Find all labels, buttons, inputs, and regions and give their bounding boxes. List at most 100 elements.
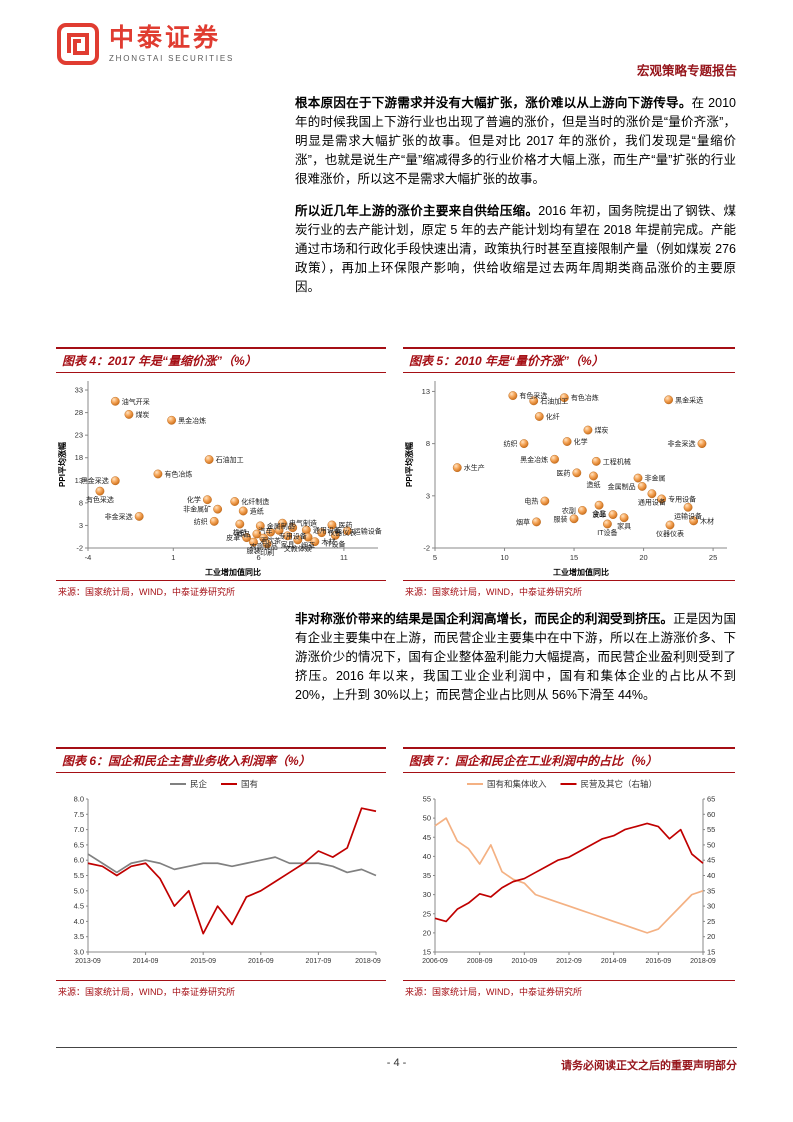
svg-text:金属制品: 金属制品 [608,482,636,491]
svg-text:皮革: 皮革 [226,533,240,542]
svg-text:黑金采选: 黑金采选 [81,476,109,485]
svg-text:纺织: 纺织 [194,517,208,526]
svg-text:8: 8 [79,498,83,507]
svg-text:2015-09: 2015-09 [190,958,216,965]
svg-text:专用设备: 专用设备 [279,532,307,541]
figure-4-title: 图表 4：2017 年是“量缩价涨”（%） [56,347,386,373]
svg-text:专用设备: 专用设备 [668,494,696,503]
svg-text:5.5: 5.5 [74,871,84,880]
svg-text:医药: 医药 [338,520,352,529]
svg-text:印刷: 印刷 [260,549,274,557]
svg-text:工业增加值同比: 工业增加值同比 [553,567,609,577]
svg-text:家具: 家具 [281,540,295,549]
paragraph-2: 所以近几年上游的涨价主要来自供给压缩。2016 年初，国务院提出了钢铁、煤炭行业… [295,202,736,297]
svg-text:28: 28 [75,408,83,417]
svg-text:非金属矿: 非金属矿 [183,505,211,514]
svg-text:45: 45 [423,833,431,842]
svg-text:18: 18 [75,453,83,462]
svg-text:木材: 木材 [321,537,335,546]
figure-6: 图表 6：国企和民企主营业务收入利润率（%） 8.0 7.5 7.0 6.5 6.0 5.… [56,747,386,998]
svg-text:13: 13 [75,476,83,485]
svg-text:煤炭: 煤炭 [135,410,149,419]
svg-text:6.5: 6.5 [74,840,84,849]
svg-text:PPI平均涨幅: PPI平均涨幅 [404,442,414,487]
svg-text:5.0: 5.0 [74,886,84,895]
paragraph-2-text: 2016 年初，国务院提出了钢铁、煤炭行业的去产能计划，原定 5 年的去产能计划… [295,204,736,294]
report-type-label: 宏观策略专题报告 [636,64,737,78]
svg-text:40: 40 [707,871,715,880]
svg-text:11: 11 [340,553,348,562]
svg-text:33: 33 [75,386,83,395]
figure-6-line-chart: 8.0 7.5 7.0 6.5 6.0 5.5 5.0 4.5 4.0 3.5 3.0 2013-09… [56,773,386,978]
svg-text:非金属: 非金属 [645,474,666,483]
svg-text:50: 50 [423,814,431,823]
svg-text:15: 15 [570,553,578,562]
svg-text:8.0: 8.0 [74,795,84,804]
svg-text:15: 15 [423,948,431,957]
svg-text:8: 8 [426,439,430,448]
figure-7: 图表 7：国企和民企在工业利润中的占比（%） 55 50 45 40 35 30 25 20 1… [403,747,735,998]
svg-text:25: 25 [709,553,717,562]
svg-text:35: 35 [423,871,431,880]
svg-text:45: 45 [707,856,715,865]
svg-text:国有: 国有 [241,779,258,789]
svg-text:40: 40 [423,852,431,861]
svg-text:化学: 化学 [574,437,588,446]
svg-text:服装: 服装 [554,514,568,523]
svg-text:55: 55 [423,795,431,804]
svg-text:运输设备: 运输设备 [354,526,382,535]
svg-text:民营及其它（右轴）: 民营及其它（右轴） [581,779,658,789]
svg-text:黑金采选: 黑金采选 [675,395,703,404]
svg-text:煤炭: 煤炭 [594,426,608,435]
svg-text:石油加工: 石油加工 [540,396,568,405]
lead-sentence-2: 所以近几年上游的涨价主要来自供给压缩。 [295,204,539,218]
svg-text:2013-09: 2013-09 [75,958,101,965]
figure-6-source: 来源：国家统计局，WIND，中泰证券研究所 [56,980,386,998]
svg-text:烟草: 烟草 [516,517,530,526]
svg-text:有色冶炼: 有色冶炼 [571,393,599,402]
svg-text:6: 6 [257,553,261,562]
svg-text:PPI平均涨幅: PPI平均涨幅 [57,442,67,487]
svg-text:2018-09: 2018-09 [355,958,381,965]
svg-text:医药: 医药 [556,468,570,477]
svg-text:国有和集体收入: 国有和集体收入 [487,779,547,789]
figure-6-title: 图表 6：国企和民企主营业务收入利润率（%） [56,747,386,773]
svg-text:IT设备: IT设备 [325,539,345,548]
page-footer: - 4 - 请务必阅读正文之后的重要声明部分 [56,1047,737,1076]
svg-text:50: 50 [707,840,715,849]
svg-text:有色采选: 有色采选 [86,495,114,504]
body-text-middle: 非对称涨价带来的结果是国企利润高增长，而民企的利润受到挤压。正是因为国有企业主要… [295,610,736,718]
figure-5: 图表 5：2010 年是“量价齐涨”（%） 13 8 3 -2 5 10 15 20 25 工业增… [403,347,735,598]
svg-text:2014-09: 2014-09 [133,958,159,965]
svg-text:有色采选: 有色采选 [519,391,547,400]
figure-5-scatter-chart: 13 8 3 -2 5 10 15 20 25 工业增加值同比 PPI平均涨幅 有色采选 石油加工 有色冶… [403,373,735,578]
figure-5-source: 来源：国家统计局，WIND，中泰证券研究所 [403,580,735,598]
svg-text:25: 25 [423,909,431,918]
svg-text:造纸: 造纸 [250,506,264,515]
svg-text:民企: 民企 [190,779,208,789]
svg-text:服装: 服装 [246,546,260,555]
svg-text:65: 65 [707,795,715,804]
figure-5-title-text: 图表 5：2010 年是“量价齐涨”（%） [409,354,604,368]
svg-text:有色冶炼: 有色冶炼 [164,469,192,478]
svg-text:10: 10 [500,553,508,562]
svg-text:30: 30 [423,890,431,899]
footer-disclaimer: 请务必阅读正文之后的重要声明部分 [561,1060,737,1072]
paragraph-1: 根本原因在于下游需求并没有大幅扩张，涨价难以从上游向下游传导。在 2010 年的… [295,94,736,189]
figure-7-title: 图表 7：国企和民企在工业利润中的占比（%） [403,747,735,773]
svg-text:非金采选: 非金采选 [667,439,695,448]
figure-5-title: 图表 5：2010 年是“量价齐涨”（%） [403,347,735,373]
svg-text:黑金冶炼: 黑金冶炼 [520,455,548,464]
svg-text:仪器仪表: 仪器仪表 [656,529,684,538]
svg-text:黑金冶炼: 黑金冶炼 [178,416,206,425]
svg-text:木材: 木材 [700,516,714,525]
svg-text:工程机械: 工程机械 [603,457,631,466]
svg-text:化纤制造: 化纤制造 [241,497,269,506]
svg-text:20: 20 [707,932,715,941]
svg-text:3: 3 [426,491,430,500]
svg-text:1: 1 [171,553,175,562]
svg-text:造纸: 造纸 [587,480,601,489]
svg-text:4.0: 4.0 [74,917,84,926]
brand-name-en: ZHONGTAI SECURITIES [109,53,235,63]
svg-text:电热: 电热 [524,497,538,506]
